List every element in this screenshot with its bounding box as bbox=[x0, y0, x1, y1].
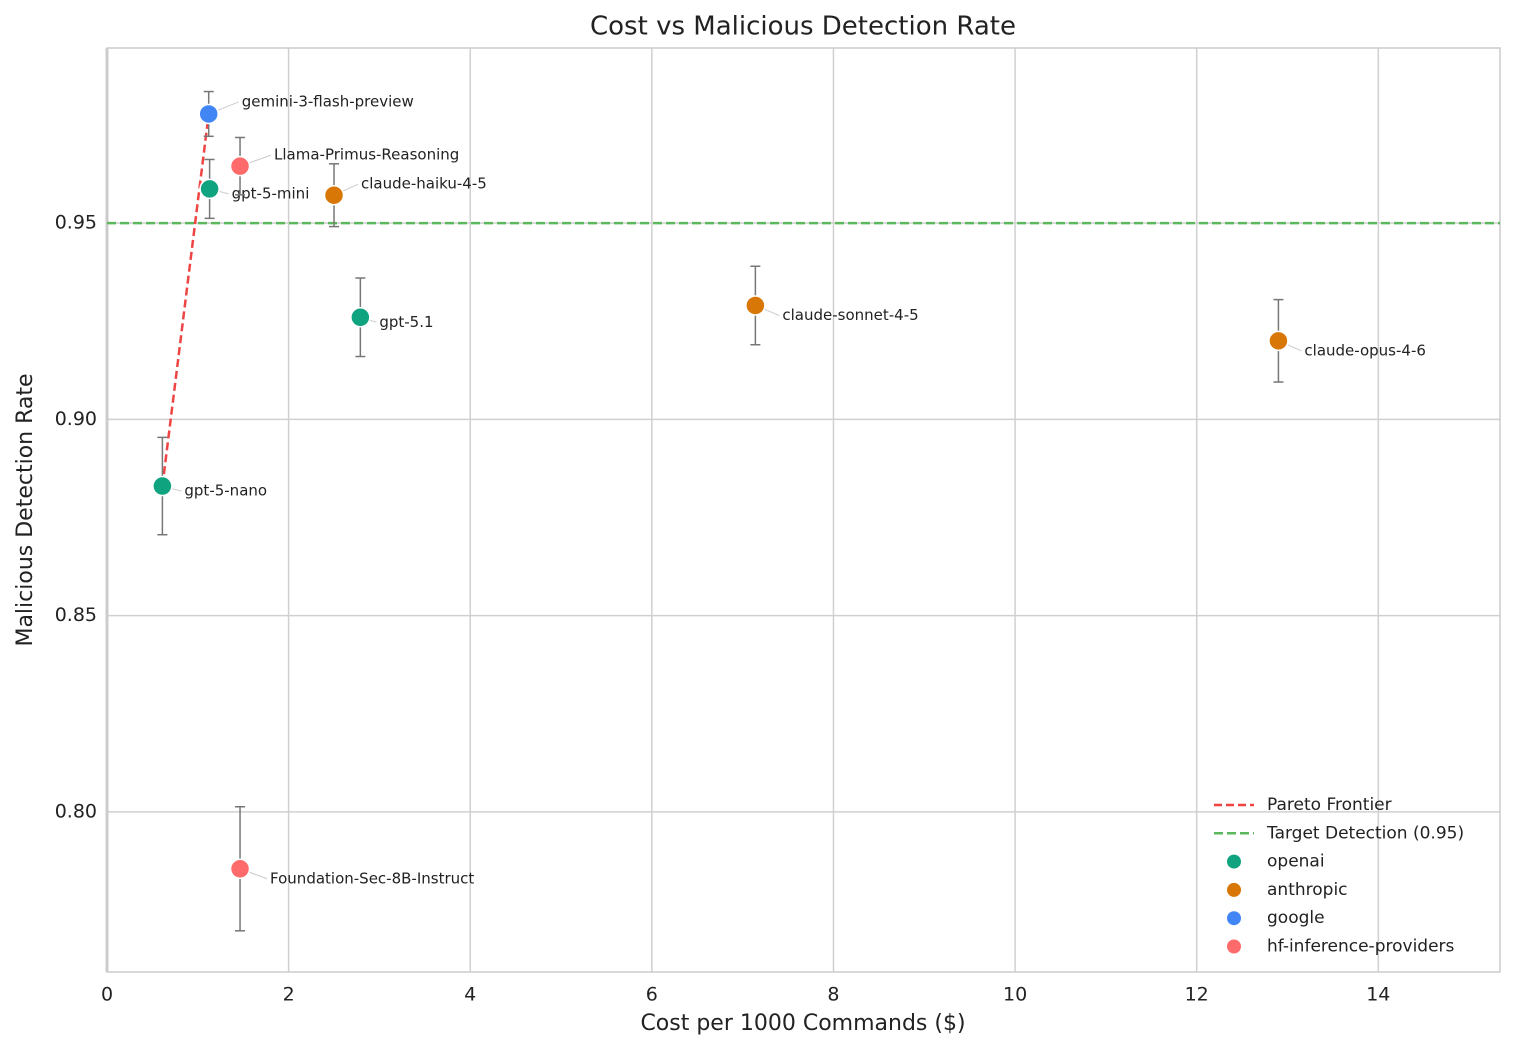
point-label: claude-opus-4-6 bbox=[1304, 341, 1426, 359]
x-tick-label: 2 bbox=[283, 984, 295, 1006]
point-label: gpt-5-nano bbox=[184, 482, 267, 500]
chart-title: Cost vs Malicious Detection Rate bbox=[590, 12, 1016, 42]
legend-swatch bbox=[1227, 911, 1241, 926]
legend-label: Target Detection (0.95) bbox=[1266, 823, 1464, 843]
point bbox=[1268, 330, 1289, 352]
point-label: claude-haiku-4-5 bbox=[361, 175, 487, 193]
point-label: Llama-Primus-Reasoning bbox=[274, 146, 459, 164]
point bbox=[198, 103, 219, 125]
x-tick-label: 4 bbox=[464, 984, 476, 1006]
x-tick-label: 10 bbox=[1003, 984, 1027, 1006]
point bbox=[152, 475, 173, 497]
point bbox=[229, 858, 251, 880]
point bbox=[745, 295, 766, 316]
x-tick-label: 8 bbox=[827, 984, 839, 1006]
point bbox=[199, 178, 220, 200]
x-tick-label: 12 bbox=[1185, 984, 1209, 1006]
legend-swatch bbox=[1227, 939, 1241, 954]
x-axis-label: Cost per 1000 Commands ($) bbox=[640, 1011, 965, 1036]
x-tick-label: 0 bbox=[101, 984, 113, 1006]
legend-label: google bbox=[1267, 908, 1325, 928]
point-label: gpt-5.1 bbox=[379, 313, 433, 331]
y-tick-label: 0.95 bbox=[55, 212, 97, 234]
point-label: gemini-3-flash-preview bbox=[242, 92, 414, 110]
point-label: claude-sonnet-4-5 bbox=[782, 306, 918, 324]
y-tick-label: 0.85 bbox=[55, 604, 97, 626]
point bbox=[350, 307, 371, 328]
point-label: gpt-5-mini bbox=[232, 184, 310, 202]
y-tick-label: 0.90 bbox=[55, 408, 97, 430]
legend-label: Pareto Frontier bbox=[1267, 795, 1392, 815]
x-tick-label: 6 bbox=[646, 984, 658, 1006]
legend-label: openai bbox=[1267, 852, 1325, 872]
y-axis-label: Malicious Detection Rate bbox=[13, 373, 38, 646]
legend-swatch bbox=[1227, 854, 1241, 869]
point bbox=[229, 155, 251, 177]
pareto-line bbox=[161, 113, 210, 487]
point-label: Foundation-Sec-8B-Instruct bbox=[270, 869, 474, 887]
legend-swatch bbox=[1227, 882, 1241, 897]
y-tick-label: 0.80 bbox=[55, 800, 97, 822]
legend-label: anthropic bbox=[1267, 880, 1348, 900]
legend-label: hf-inference-providers bbox=[1267, 937, 1455, 957]
point bbox=[323, 184, 345, 206]
x-tick-label: 14 bbox=[1366, 984, 1390, 1006]
